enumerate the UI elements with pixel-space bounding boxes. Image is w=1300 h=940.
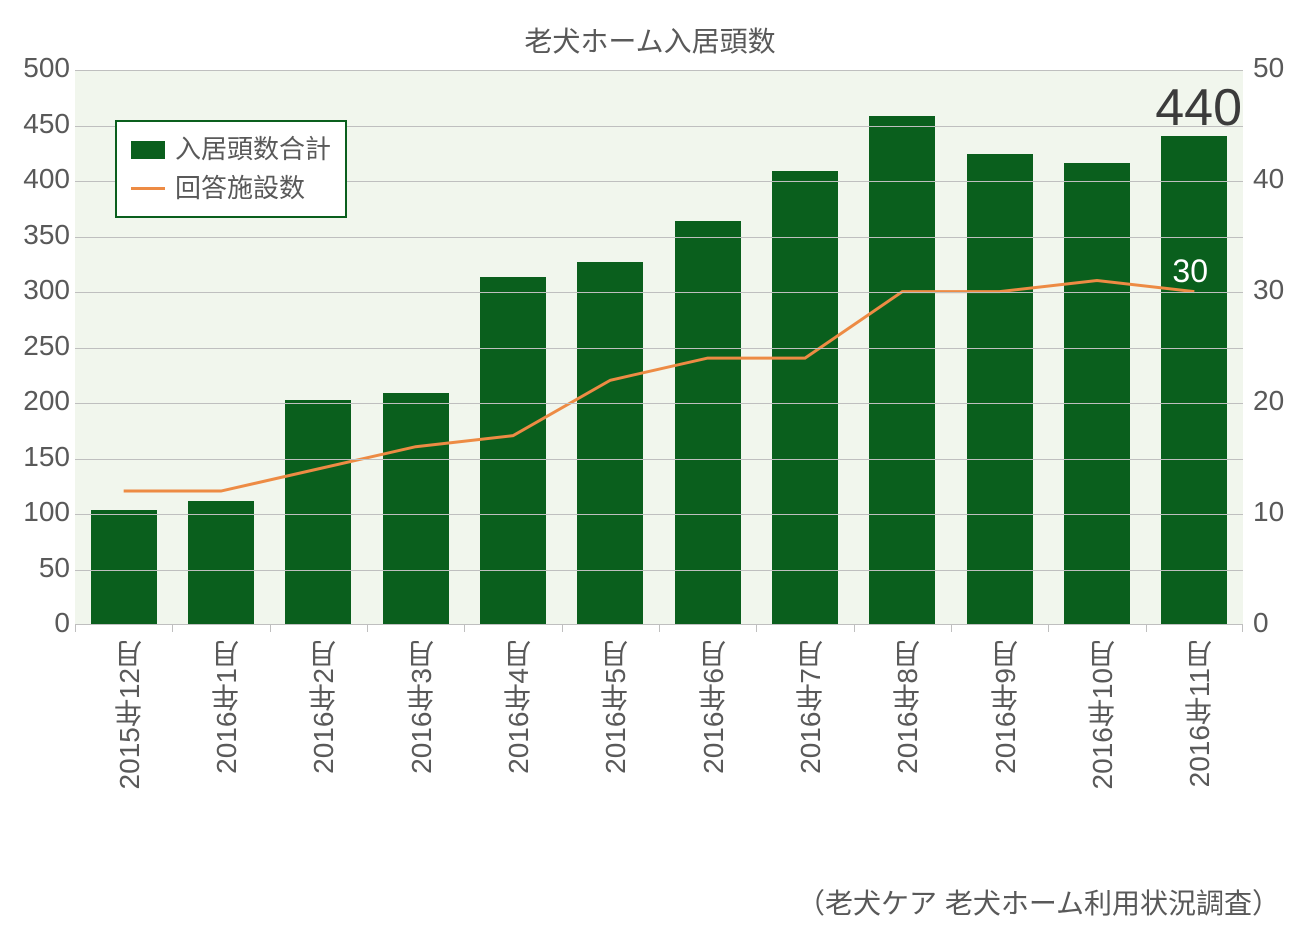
gridline — [75, 403, 1243, 404]
x-tick-label: 2016年5月 — [596, 640, 636, 774]
x-tick — [1146, 624, 1147, 632]
x-tick — [172, 624, 173, 632]
y-right-tick-label: 30 — [1253, 274, 1300, 306]
x-tick — [75, 624, 76, 632]
x-tick — [951, 624, 952, 632]
x-axis-labels: 2015年12月 2016年1月 2016年2月 2016年3月 2016年4月 2016… — [75, 640, 1243, 865]
legend-label-line: 回答施設数 — [175, 169, 305, 208]
x-tick-label: 2016年2月 — [304, 640, 344, 774]
callout-bar-value: 440 — [1155, 78, 1242, 138]
y-right-tick-label: 20 — [1253, 385, 1300, 417]
x-tick — [464, 624, 465, 632]
gridline — [75, 459, 1243, 460]
x-tick — [756, 624, 757, 632]
x-tick-label: 2016年8月 — [888, 640, 928, 774]
y-right-tick-label: 40 — [1253, 163, 1300, 195]
legend-item-line: 回答施設数 — [131, 169, 331, 208]
chart-title: 老犬ホーム入居頭数 — [0, 20, 1300, 60]
x-tick-label: 2016年6月 — [694, 640, 734, 774]
x-tick-label: 2015年12月 — [110, 640, 150, 789]
y-left-tick-label: 300 — [5, 274, 70, 306]
y-left-tick-label: 100 — [5, 496, 70, 528]
x-tick-label: 2016年9月 — [986, 640, 1026, 774]
x-tick-label: 2016年3月 — [402, 640, 442, 774]
y-left-tick-label: 200 — [5, 385, 70, 417]
chart-container: 老犬ホーム入居頭数 2015年12月2016年1月2016年2月2016年3月2… — [0, 0, 1300, 940]
x-tick-label: 2016年10月 — [1083, 640, 1123, 789]
y-left-tick-label: 0 — [5, 607, 70, 639]
x-tick-label: 2016年7月 — [791, 640, 831, 774]
gridline — [75, 348, 1243, 349]
y-left-tick-label: 400 — [5, 163, 70, 195]
gridline — [75, 237, 1243, 238]
x-tick-label: 2016年4月 — [499, 640, 539, 774]
x-tick-label: 2016年11月 — [1180, 640, 1220, 787]
legend-swatch-line-icon — [131, 187, 165, 190]
y-left-tick-label: 350 — [5, 219, 70, 251]
x-tick — [854, 624, 855, 632]
y-left-tick-label: 150 — [5, 441, 70, 473]
gridline — [75, 514, 1243, 515]
x-tick-label: 2016年1月 — [207, 640, 247, 774]
y-right-tick-label: 10 — [1253, 496, 1300, 528]
gridline — [75, 292, 1243, 293]
legend-item-bar: 入居頭数合計 — [131, 130, 331, 169]
legend-swatch-bar-icon — [131, 141, 165, 159]
y-right-tick-label: 0 — [1253, 607, 1300, 639]
callout-line-value: 30 — [1172, 253, 1208, 290]
y-left-tick-label: 500 — [5, 52, 70, 84]
x-tick — [270, 624, 271, 632]
x-tick — [1242, 624, 1243, 632]
x-tick — [562, 624, 563, 632]
y-left-tick-label: 450 — [5, 108, 70, 140]
gridline — [75, 70, 1243, 71]
x-tick — [367, 624, 368, 632]
source-note: （老犬ケア 老犬ホーム利用状況調査） — [797, 882, 1280, 922]
y-left-tick-label: 50 — [5, 552, 70, 584]
gridline — [75, 570, 1243, 571]
legend-label-bar: 入居頭数合計 — [175, 130, 331, 169]
x-tick — [1048, 624, 1049, 632]
x-tick — [659, 624, 660, 632]
legend: 入居頭数合計 回答施設数 — [115, 120, 347, 218]
y-right-tick-label: 50 — [1253, 52, 1300, 84]
y-left-tick-label: 250 — [5, 330, 70, 362]
